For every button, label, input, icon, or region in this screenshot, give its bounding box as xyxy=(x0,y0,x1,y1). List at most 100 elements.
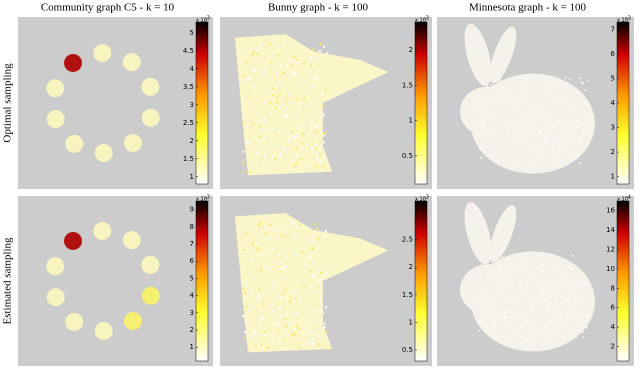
node xyxy=(492,276,495,279)
node xyxy=(315,131,318,134)
node xyxy=(266,89,269,92)
node xyxy=(574,296,577,299)
row-label: Optimal sampling xyxy=(2,63,14,143)
node xyxy=(285,133,288,136)
node xyxy=(525,102,527,105)
node xyxy=(260,343,263,346)
node xyxy=(323,134,326,137)
tick-label: 1 xyxy=(190,343,194,351)
node xyxy=(270,304,273,307)
exponent-base: x 10 xyxy=(196,18,207,24)
node xyxy=(293,231,296,234)
node xyxy=(491,261,493,264)
node xyxy=(530,114,532,117)
node xyxy=(259,269,262,272)
exponent-power: -3 xyxy=(424,16,429,22)
tick-label: 1 xyxy=(190,173,194,181)
node xyxy=(242,161,245,164)
node xyxy=(244,81,247,84)
node xyxy=(531,308,534,310)
node xyxy=(543,269,545,272)
node xyxy=(253,331,256,334)
node xyxy=(496,336,499,339)
node xyxy=(519,271,521,274)
node xyxy=(564,319,567,322)
node xyxy=(253,68,256,71)
node xyxy=(304,166,307,169)
node xyxy=(305,306,308,309)
cluster xyxy=(141,255,160,274)
node xyxy=(483,141,485,143)
node xyxy=(318,319,321,322)
node xyxy=(315,144,318,147)
node xyxy=(550,95,553,98)
tick-label: 3 xyxy=(611,124,615,132)
panel: 1 1.5 2 2.5 3 3.5 4 4.5 5x 10-3 xyxy=(18,16,213,189)
node xyxy=(326,348,329,351)
node xyxy=(243,249,246,252)
node xyxy=(486,326,488,328)
node xyxy=(480,148,483,151)
node xyxy=(506,277,508,280)
node xyxy=(508,310,511,312)
node xyxy=(584,102,587,105)
node xyxy=(534,272,537,275)
node xyxy=(549,296,552,299)
node xyxy=(289,300,292,303)
node xyxy=(557,120,560,123)
node xyxy=(247,226,250,229)
node xyxy=(554,160,557,163)
node xyxy=(316,157,319,160)
node xyxy=(504,300,507,303)
node xyxy=(274,107,277,110)
node xyxy=(270,334,273,337)
node xyxy=(519,282,522,285)
node xyxy=(509,279,512,282)
node xyxy=(285,297,288,300)
node xyxy=(554,297,557,300)
node xyxy=(319,42,322,45)
node xyxy=(262,159,265,162)
node xyxy=(496,281,499,284)
node xyxy=(525,78,528,81)
node xyxy=(547,321,550,324)
node xyxy=(293,164,296,167)
node xyxy=(551,138,554,141)
node xyxy=(574,124,577,127)
node xyxy=(482,100,485,103)
node xyxy=(280,64,283,67)
node xyxy=(571,283,574,286)
node xyxy=(517,270,519,273)
node xyxy=(576,318,579,321)
node xyxy=(583,89,586,92)
node xyxy=(542,310,544,313)
node xyxy=(318,140,321,143)
node xyxy=(248,171,251,174)
cluster xyxy=(94,321,113,340)
node xyxy=(293,225,296,228)
node xyxy=(556,307,559,310)
ear xyxy=(464,23,492,86)
node xyxy=(311,310,314,313)
node xyxy=(485,306,488,309)
node xyxy=(546,290,548,293)
node xyxy=(307,342,310,345)
node xyxy=(293,297,296,300)
node xyxy=(544,284,547,287)
node xyxy=(269,102,272,105)
node xyxy=(515,298,517,301)
node xyxy=(302,84,305,87)
head xyxy=(460,264,516,315)
node xyxy=(565,146,568,149)
node xyxy=(563,273,566,276)
node xyxy=(477,95,480,98)
node xyxy=(478,329,480,332)
node xyxy=(311,341,314,344)
node xyxy=(311,343,314,346)
node xyxy=(270,93,273,96)
node xyxy=(293,136,296,139)
node xyxy=(263,71,266,74)
node xyxy=(585,132,587,134)
node xyxy=(324,88,327,91)
tick-label: 4 xyxy=(190,65,195,73)
